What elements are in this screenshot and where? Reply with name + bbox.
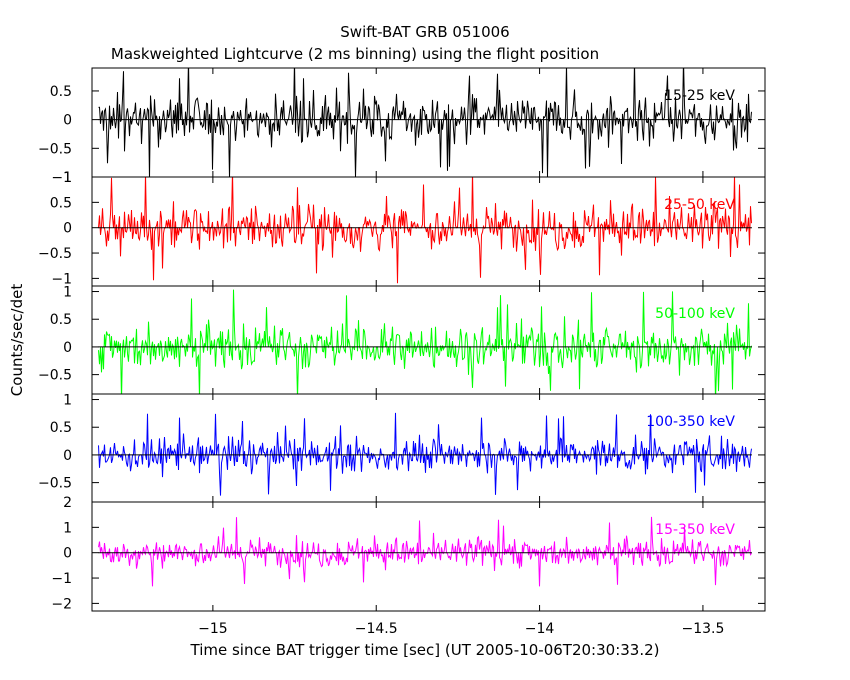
series-line-4 [98,412,752,496]
band-label: 50-100 keV [655,306,735,322]
panel-frame [91,501,766,612]
panel-5: 2 1 0 −1 −2 15-350 keV [51,495,766,612]
band-label: 100-350 keV [646,414,735,430]
y-tick-label: 0.5 [50,195,72,211]
y-tick-label: −1 [51,571,72,587]
y-tick-label: 0 [63,113,72,129]
x-tick-label: −14 [525,621,555,637]
band-label: 25-50 keV [664,197,735,213]
y-tick-label: 0.5 [50,420,72,436]
y-tick-label: 0.5 [50,312,72,328]
y-tick-label: −0.5 [38,246,72,262]
y-tick-label: 2 [63,495,72,511]
band-label: 15-350 keV [655,522,735,538]
y-tick-label: −0.5 [38,141,72,157]
y-tick-label: −1 [51,271,72,287]
y-tick-label: 1 [63,170,72,186]
series-line-2 [98,177,752,284]
panel-3: 1 0.5 0 −0.5 50-100 keV [38,285,766,395]
x-tick-label: −15 [198,621,228,637]
chart-subtitle: Maskweighted Lightcurve (2 ms binning) u… [111,45,599,63]
panel-1: 0.5 0 −0.5 −1 15-25 keV [38,67,766,186]
y-tick-label: 0 [63,221,72,237]
panel-2: 1 0.5 0 −0.5 −1 25-50 keV [38,170,766,287]
y-tick-label: 0 [63,546,72,562]
y-tick-label: −2 [51,596,72,612]
x-axis-label: Time since BAT trigger time [sec] (UT 20… [190,641,660,659]
y-tick-label: 1 [63,285,72,301]
y-tick-label: 0 [63,340,72,356]
x-axis: −15 −14.5 −14 −13.5 [198,621,724,637]
band-label: 15-25 keV [664,88,735,104]
y-tick-label: −1 [51,170,72,186]
y-tick-label: 0 [63,448,72,464]
y-tick-label: 0.5 [50,84,72,100]
panel-frame [91,285,766,395]
panel-4: 1 0.5 0 −0.5 100-350 keV [38,393,766,503]
series-line-1 [98,68,752,177]
chart-title: Swift-BAT GRB 051006 [340,23,509,41]
y-axis-label: Counts/sec/det [8,284,26,397]
y-tick-label: 1 [63,520,72,536]
x-tick-label: −13.5 [681,621,724,637]
y-tick-label: −0.5 [38,476,72,492]
y-tick-label: −0.5 [38,368,72,384]
series-line-5 [98,516,752,587]
series-line-3 [98,289,752,394]
x-tick-label: −14.5 [355,621,398,637]
y-tick-label: 1 [63,393,72,409]
